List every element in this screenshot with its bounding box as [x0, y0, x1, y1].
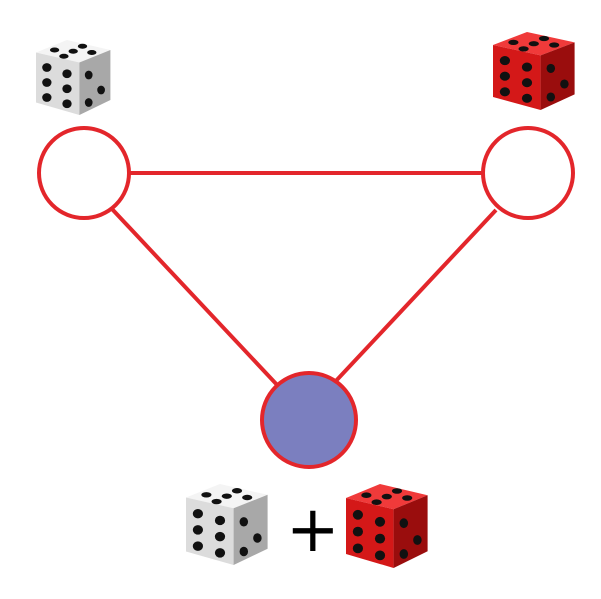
- edge-left-bottom: [110, 207, 282, 390]
- node-bottom: [260, 371, 358, 469]
- red-die-icon: [493, 32, 575, 110]
- white-die-icon: [36, 40, 111, 115]
- sum-label: +: [186, 484, 428, 568]
- plus-sign: +: [286, 493, 340, 567]
- node-left: [37, 126, 131, 220]
- edge-right-bottom: [332, 208, 498, 385]
- white-die-icon: [186, 484, 268, 565]
- node-right: [481, 126, 575, 220]
- red-die-icon: [346, 484, 428, 568]
